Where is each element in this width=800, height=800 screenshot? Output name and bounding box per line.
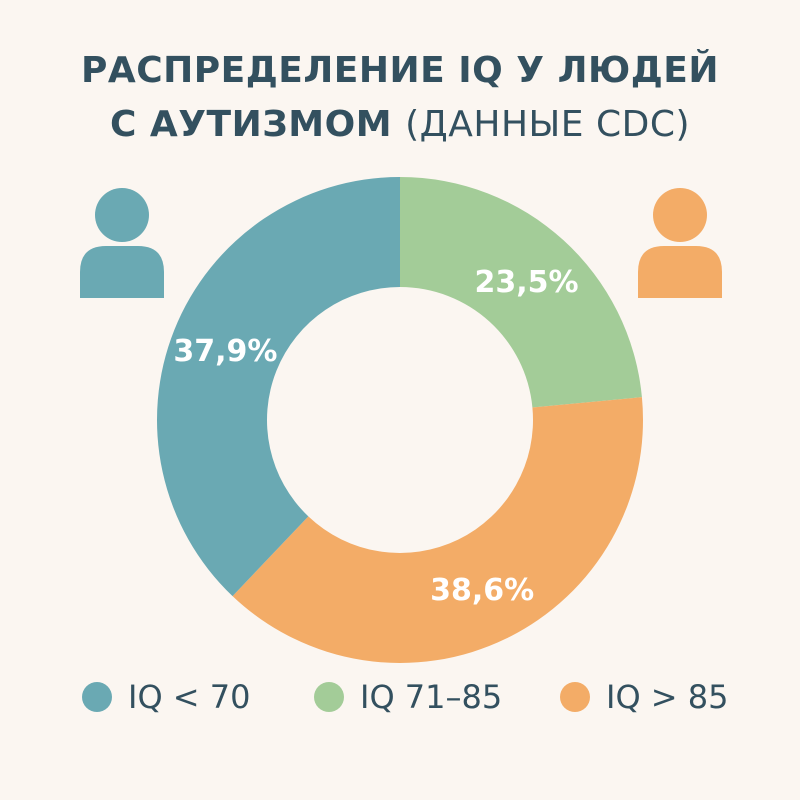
- title-line-2: С АУТИЗМОМ (ДАННЫЕ CDC): [0, 98, 800, 152]
- person-icon-left-body: [80, 246, 164, 298]
- person-icon-left: [80, 188, 164, 298]
- legend-item-iq-above-85: IQ > 85: [560, 672, 729, 722]
- data-label-iq-71-85: 23,5%: [474, 265, 578, 300]
- chart-legend: IQ < 70 IQ 71–85 IQ > 85: [0, 672, 800, 722]
- legend-label: IQ 71–85: [360, 678, 503, 716]
- title-line-1: РАСПРЕДЕЛЕНИЕ IQ У ЛЮДЕЙ: [80, 50, 720, 91]
- data-label-iq-above-85: 38,6%: [430, 573, 534, 608]
- person-icon-left-head: [95, 188, 149, 242]
- donut-slices: [157, 177, 643, 663]
- slice-iq-above-85: [232, 397, 643, 663]
- slice-iq-below-70: [157, 177, 400, 597]
- legend-item-iq-71-85: IQ 71–85: [314, 672, 502, 722]
- legend-swatch-orange: [560, 682, 590, 712]
- chart-title: РАСПРЕДЕЛЕНИЕ IQ У ЛЮДЕЙ С АУТИЗМОМ (ДАН…: [0, 44, 800, 152]
- person-icon-right: [638, 188, 722, 298]
- legend-swatch-green: [314, 682, 344, 712]
- title-line-2-light: (ДАННЫЕ CDC): [405, 104, 691, 145]
- legend-item-iq-below-70: IQ < 70: [82, 672, 251, 722]
- legend-label: IQ > 85: [606, 678, 729, 716]
- donut-data-labels: 23,5% 38,6% 37,9%: [173, 265, 578, 608]
- legend-label: IQ < 70: [128, 678, 251, 716]
- person-icon-right-head: [653, 188, 707, 242]
- legend-swatch-teal: [82, 682, 112, 712]
- title-line-2-bold: С АУТИЗМОМ: [109, 104, 393, 145]
- person-icon-right-body: [638, 246, 722, 298]
- slice-iq-71-85: [400, 177, 642, 408]
- data-label-iq-below-70: 37,9%: [173, 334, 277, 369]
